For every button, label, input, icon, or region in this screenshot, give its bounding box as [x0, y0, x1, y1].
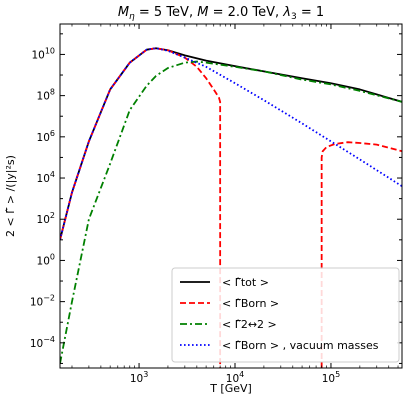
y-tick-label: 10−4 [30, 335, 55, 350]
chart-title: Mη = 5 TeV, M = 2.0 TeV, λ3 = 1 [118, 5, 324, 22]
x-tick-label: 105 [322, 370, 340, 385]
x-tick-label: 103 [130, 370, 148, 385]
y-axis-label: 2 < Γ̂ > /(|y|²s) [4, 155, 17, 237]
series-line-1 [60, 47, 402, 241]
axis-ticks: 103 104 105 10−4 10−2 100 102 104 106 108 1010 [30, 24, 402, 385]
y-tick-label: 100 [37, 252, 55, 267]
y-tick-label: 1010 [31, 46, 55, 61]
legend-label: < Γ̂tot > [222, 276, 269, 289]
y-tick-label: 102 [37, 211, 55, 226]
x-tick-label: 104 [226, 370, 244, 385]
series-line-4 [60, 47, 402, 241]
series-line-3 [60, 60, 402, 364]
x-axis-label: T [GeV] [209, 382, 252, 395]
legend-label: < Γ̂2↔2 > [222, 318, 277, 331]
y-tick-label: 108 [37, 88, 55, 103]
y-tick-label: 106 [37, 129, 55, 144]
y-tick-label: 10−2 [30, 294, 55, 309]
legend-label: < Γ̂Born > [222, 297, 279, 310]
svg-text:Mη = 5 TeV, M = 2.0 TeV, λ3 =: Mη = 5 TeV, M = 2.0 TeV, λ3 = 1 [118, 5, 324, 22]
legend: < Γ̂tot > < Γ̂Born > < Γ̂2↔2 > < Γ̂Born > ,… [171, 267, 400, 363]
y-tick-label: 104 [37, 170, 55, 185]
legend-box [171, 267, 400, 363]
plot-area [60, 47, 402, 368]
plot-frame [59, 23, 403, 369]
legend-label: < Γ̂Born > , vacuum masses [222, 339, 379, 352]
